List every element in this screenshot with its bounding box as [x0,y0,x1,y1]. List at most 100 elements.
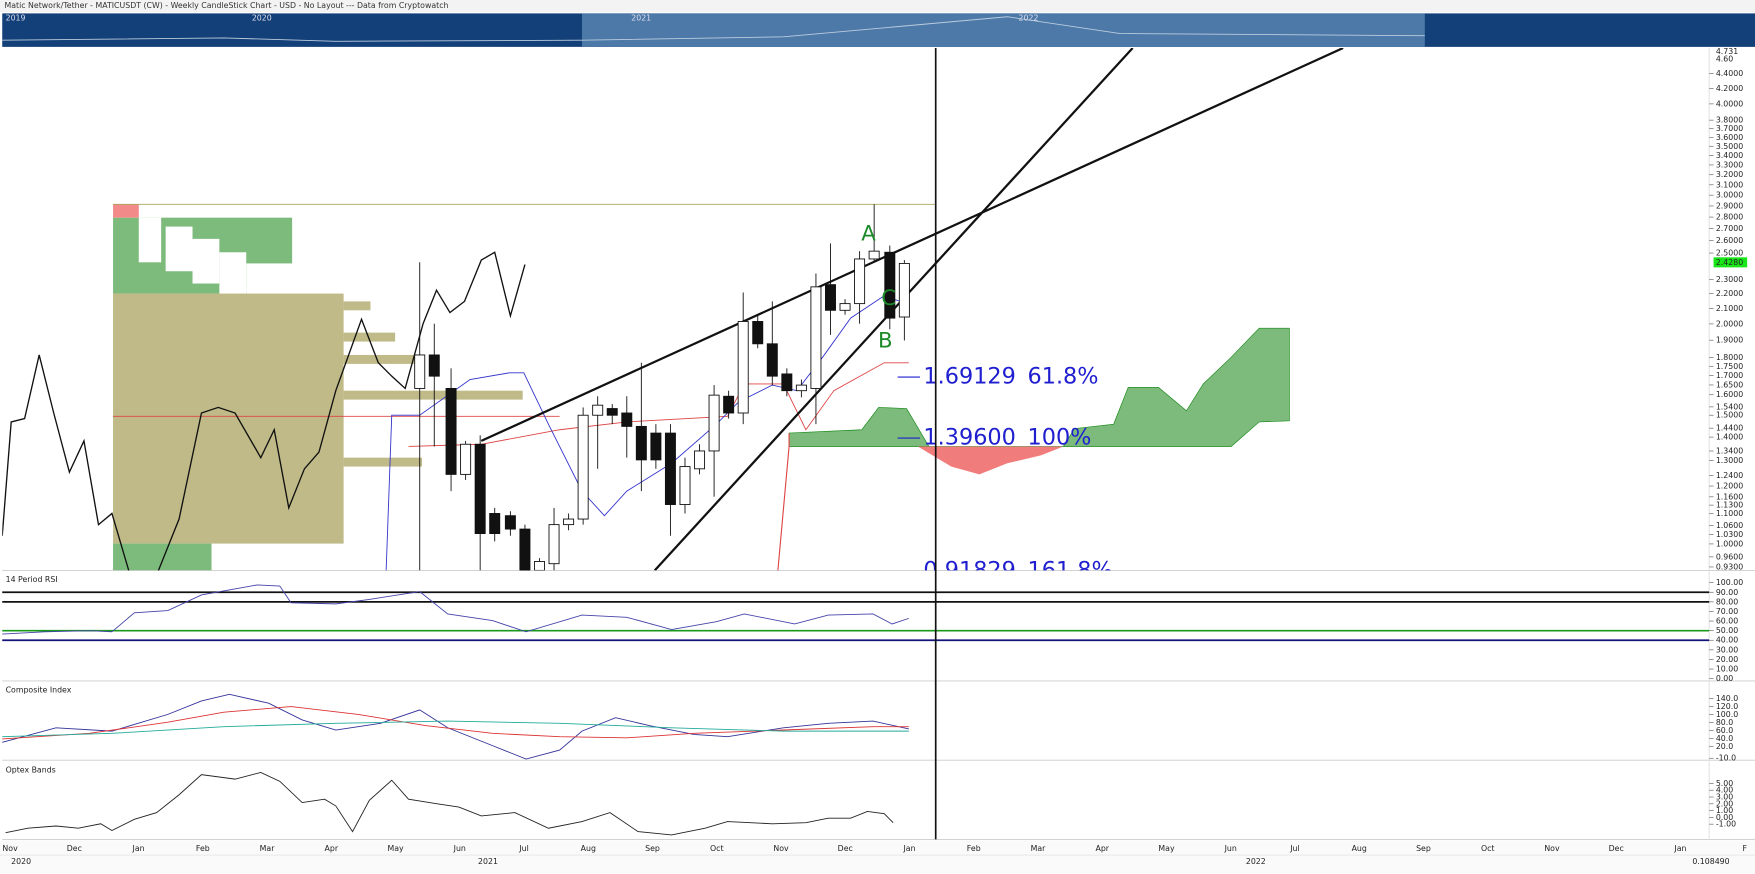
candle-body [504,515,516,530]
last-price-label: 2.4280 [1716,258,1743,267]
plot: 2019 2020 2021 2022 4.4000 4.2000 4.0000 3.8000… [0,13,1755,874]
candle-body [489,513,501,534]
month-label: Jan [902,844,915,853]
panel-tick-label: -1.00 [1716,820,1736,829]
month-label: Oct [1481,844,1495,853]
month-label: Jan [1673,844,1686,853]
panel-tick-label: 0.00 [1716,674,1733,683]
candle-body [898,262,910,318]
panel-tick-label: 3.00 [1716,793,1733,802]
fib-pct: 161.8% [1027,557,1112,583]
navigator-year: 2021 [631,13,651,22]
fib-price: 0.91829 [923,557,1016,583]
panel-title: Composite Index [6,685,72,694]
panel-tick-label: 100.00 [1716,578,1743,587]
candle-body [621,412,633,427]
candle-body [781,373,793,392]
price-tick-label: 1.7500 [1716,362,1743,371]
price-tick-label: 1.4400 [1716,424,1743,433]
candle-body [445,387,457,475]
navigator-selection[interactable] [582,13,1425,47]
candle-body [650,432,662,461]
panel-tick-label: 100.0 [1716,710,1738,719]
price-tick-label: 1.5000 [1716,411,1743,420]
panel-tick-label: 80.00 [1716,597,1738,606]
footer-value: 0.108490 [1692,857,1729,866]
lagging-line [2,251,526,571]
price-tick-label: 4.4000 [1716,69,1743,78]
price-tick-label: 2.8000 [1716,213,1743,222]
price-tick-label: 1.1300 [1716,501,1743,510]
wave-label: A [861,221,876,246]
fib-price: 1.69129 [923,364,1016,390]
panel-tick-label: -10.0 [1716,754,1736,763]
price-tick-label: 1.5400 [1716,402,1743,411]
profile-top [113,204,139,218]
month-label: Jul [1289,844,1299,853]
profile-bar [343,390,523,400]
candle-body [810,286,822,389]
panel-tick-label: 20.0 [1716,742,1733,751]
month-label: Mar [260,844,276,853]
cloud-green [788,327,1290,447]
month-label: Jan [132,844,145,853]
panel-tick-label: 30.00 [1716,645,1738,654]
fib-pct: 100% [1027,425,1091,451]
price-tick-label: 3.2000 [1716,170,1743,179]
panel-tick-label: 120.0 [1716,702,1738,711]
candle-body [854,258,866,305]
time-axis [0,840,1755,874]
price-tick-label: 1.3400 [1716,447,1743,456]
candle-body [606,408,618,416]
price-tick-label: 4.731 [1716,47,1738,56]
month-label: May [1158,844,1175,853]
price-tick-label: 1.0300 [1716,530,1743,539]
candle-body [752,321,764,345]
profile-bar [343,457,422,467]
last-price-marker [1713,257,1748,268]
month-label: Nov [2,844,18,853]
month-label: Jul [518,844,528,853]
month-label: Aug [1352,844,1367,853]
panel-tick-label: 50.00 [1716,626,1738,635]
fib-pct: 61.8% [1027,364,1098,390]
composite-teal [2,720,909,738]
month-label: Nov [1544,844,1560,853]
price-tick-label: 4.2000 [1716,84,1743,93]
profile-step [138,217,162,263]
price-tick-label: 2.5000 [1716,249,1743,258]
price-tick-label: 0.9300 [1716,562,1743,571]
price-tick-label: 4.60 [1716,55,1733,64]
price-tick-label: 1.2400 [1716,471,1743,480]
wave-label: B [878,329,893,354]
candle-body [825,284,836,311]
profile-bar [343,354,416,364]
navigator-line [2,16,1425,42]
month-label: Jun [453,844,466,853]
tenkan [385,295,907,571]
panel-tick-label: 2.00 [1716,799,1733,808]
price-tick-label: 3.6000 [1716,133,1743,142]
candle-body [460,443,472,475]
candle-body [839,303,851,311]
profile-step [165,226,193,272]
price-tick-label: 4.0000 [1716,99,1743,108]
price-tick-label: 1.7000 [1716,371,1743,380]
price-tick-label: 1.4000 [1716,433,1743,442]
candle-body [723,395,735,414]
candle-body [635,425,647,461]
panel-tick-label: 5.00 [1716,779,1733,788]
price-tick-label: 1.9000 [1716,336,1743,345]
price-tick-label: 3.4000 [1716,151,1743,160]
panel-tick-label: 60.0 [1716,726,1733,735]
price-tick-label: 1.1000 [1716,509,1743,518]
price-tick-label: 1.0600 [1716,521,1743,530]
month-label: Dec [1609,844,1624,853]
price-tick-label: 3.3000 [1716,160,1743,169]
fib-price: 1.39600 [923,425,1016,451]
profile-bar [343,301,371,311]
month-label: May [387,844,404,853]
candle-body [592,404,604,416]
rsi-line [2,584,909,635]
